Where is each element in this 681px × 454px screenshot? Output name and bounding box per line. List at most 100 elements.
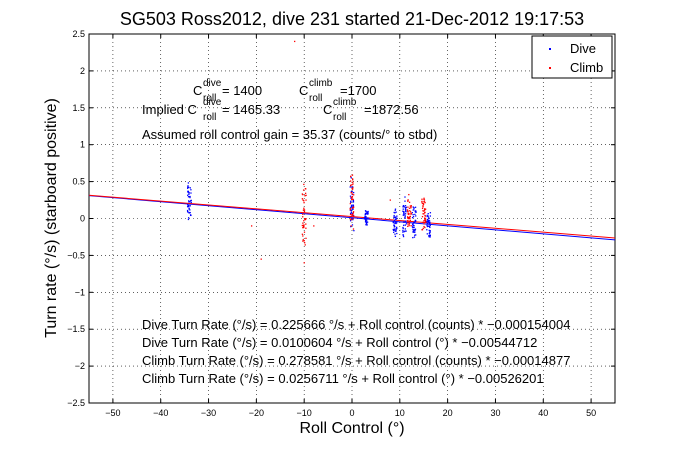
point-dive bbox=[412, 215, 415, 218]
point-dive bbox=[402, 227, 404, 230]
point-dive bbox=[413, 236, 416, 238]
point-dive bbox=[349, 186, 351, 188]
point-dive bbox=[412, 206, 414, 208]
point-dive bbox=[351, 186, 353, 188]
point-climb bbox=[421, 215, 424, 218]
point-climb bbox=[424, 221, 427, 223]
point-climb bbox=[422, 227, 424, 230]
point-dive bbox=[189, 211, 191, 214]
y-tick-label: −1 bbox=[75, 287, 85, 297]
y-tick-label: −1.5 bbox=[67, 324, 85, 334]
point-dive bbox=[187, 182, 190, 184]
implied-dive-symbol: Implied C bbox=[142, 102, 197, 117]
point-climb bbox=[302, 239, 304, 241]
point-climb bbox=[352, 183, 354, 185]
point-dive bbox=[187, 218, 190, 221]
point-dive bbox=[429, 236, 431, 238]
point-dive bbox=[404, 200, 406, 202]
point-dive bbox=[364, 219, 367, 222]
point-climb bbox=[302, 235, 304, 237]
point-climb bbox=[304, 195, 306, 197]
point-dive bbox=[394, 212, 396, 214]
point-dive bbox=[412, 231, 414, 233]
point-climb bbox=[304, 218, 306, 221]
point-dive bbox=[395, 221, 397, 224]
point-climb bbox=[422, 205, 424, 207]
point-dive bbox=[429, 231, 431, 233]
point-dive bbox=[403, 213, 406, 215]
point-climb bbox=[421, 198, 423, 200]
point-climb bbox=[352, 179, 354, 181]
point-climb bbox=[410, 206, 412, 208]
point-dive bbox=[412, 225, 414, 227]
point-dive bbox=[404, 228, 406, 230]
point-dive bbox=[403, 221, 405, 223]
point-climb bbox=[408, 193, 410, 196]
point-climb bbox=[352, 228, 355, 230]
point-climb bbox=[351, 198, 353, 201]
point-climb bbox=[350, 196, 353, 198]
point-dive bbox=[426, 233, 428, 235]
point-dive bbox=[365, 221, 368, 224]
point-dive bbox=[365, 212, 367, 215]
point-climb bbox=[352, 213, 354, 215]
point-dive bbox=[186, 206, 189, 208]
point-dive bbox=[413, 231, 415, 234]
point-dive bbox=[393, 214, 395, 217]
point-dive bbox=[414, 221, 416, 224]
point-climb bbox=[406, 209, 409, 211]
point-dive bbox=[405, 210, 407, 212]
point-climb bbox=[423, 198, 425, 201]
point-climb bbox=[352, 211, 354, 214]
point-dive bbox=[412, 236, 414, 239]
point-dive bbox=[428, 234, 431, 236]
legend-marker-climb bbox=[549, 67, 551, 69]
implied-climb-superscript: climb bbox=[333, 97, 357, 108]
y-tick-label: 0 bbox=[80, 214, 85, 224]
point-dive bbox=[188, 192, 190, 194]
point-climb bbox=[352, 218, 354, 220]
point-dive bbox=[188, 208, 190, 210]
point-climb bbox=[301, 198, 304, 200]
implied-dive-subscript: roll bbox=[203, 112, 216, 123]
point-dive bbox=[187, 196, 190, 198]
point-dive bbox=[350, 225, 352, 228]
point-dive bbox=[364, 210, 367, 212]
point-dive bbox=[426, 218, 429, 221]
x-tick-label: 40 bbox=[538, 408, 548, 418]
point-dive bbox=[426, 229, 428, 231]
point-climb bbox=[350, 175, 352, 177]
point-climb bbox=[302, 189, 305, 191]
point-climb bbox=[423, 223, 425, 225]
point-climb bbox=[351, 188, 354, 190]
point-climb bbox=[303, 202, 305, 204]
point-dive bbox=[189, 214, 192, 216]
point-climb bbox=[303, 200, 305, 202]
point-climb bbox=[303, 183, 305, 186]
point-climb bbox=[421, 207, 424, 210]
point-climb bbox=[302, 222, 304, 224]
point-climb bbox=[423, 213, 425, 215]
point-dive bbox=[364, 216, 366, 219]
regression-equations: Dive Turn Rate (°/s) = 0.225666 °/s + Ro… bbox=[142, 317, 570, 386]
point-dive bbox=[366, 219, 368, 221]
point-climb bbox=[352, 194, 355, 196]
point-climb bbox=[421, 229, 424, 231]
point-climb bbox=[410, 207, 412, 209]
point-dive bbox=[429, 212, 432, 214]
point-dive bbox=[352, 191, 355, 194]
point-dive bbox=[402, 208, 404, 210]
point-climb bbox=[305, 199, 307, 201]
point-climb bbox=[350, 215, 352, 218]
y-tick-label: 0.5 bbox=[72, 177, 85, 187]
point-climb bbox=[423, 225, 425, 228]
point-dive bbox=[187, 205, 190, 208]
point-dive bbox=[393, 222, 395, 224]
point-climb bbox=[407, 200, 409, 202]
legend-label-climb: Climb bbox=[570, 60, 603, 75]
point-dive bbox=[402, 210, 404, 212]
point-dive bbox=[414, 220, 416, 223]
point-dive bbox=[189, 209, 191, 211]
point-dive bbox=[426, 221, 428, 223]
